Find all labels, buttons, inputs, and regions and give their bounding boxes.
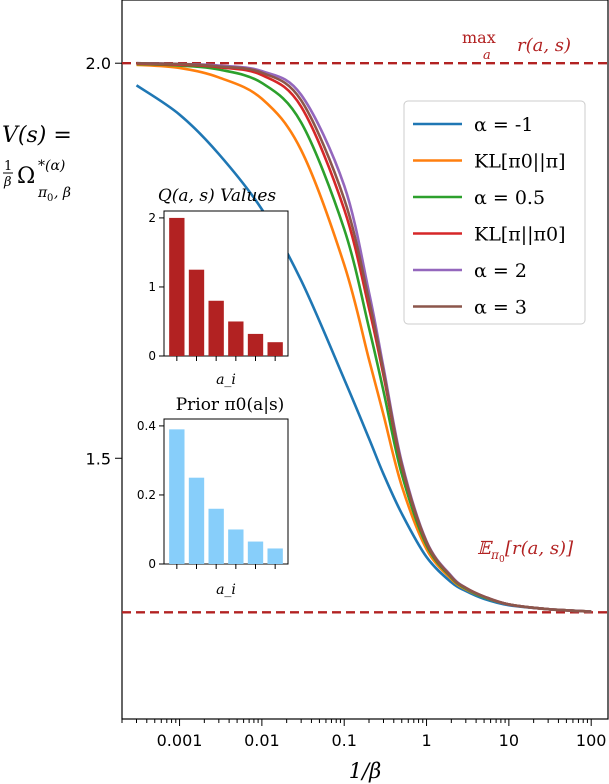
legend-label-4: α = 2	[474, 260, 527, 282]
q-inset-title: Q(a, s) Values	[158, 186, 277, 206]
y-axis-ticks: 2.0 1.5	[86, 54, 122, 468]
inset-bar-3	[228, 529, 244, 564]
inset-bar-0	[169, 217, 185, 356]
svg-text:, β: , β	[54, 185, 71, 201]
prior-inset-frame	[163, 418, 289, 565]
svg-text:a: a	[483, 48, 491, 63]
x-tick-label: 10	[499, 731, 519, 750]
y-axis-label-line1: V(s) =	[2, 123, 72, 148]
inset-bar-3	[228, 321, 244, 356]
svg-text:Ω: Ω	[17, 164, 35, 189]
inset-y-tick-label: 0.2	[137, 488, 156, 502]
y-tick-label: 1.5	[86, 449, 111, 468]
svg-text:π: π	[37, 185, 48, 201]
x-axis-label: 1/β	[349, 759, 382, 783]
svg-text:[r(a, s)]: [r(a, s)]	[505, 538, 574, 559]
main-plot-frame	[121, 0, 609, 720]
x-tick-label: 0.1	[331, 731, 356, 750]
svg-text:max: max	[462, 28, 496, 47]
legend-label-0: α = -1	[474, 114, 533, 136]
q-inset-xlabel: a_i	[216, 372, 236, 388]
inset-y-tick-label: 0	[148, 557, 156, 571]
prior-inset-xlabel: a_i	[216, 582, 236, 598]
svg-text:0: 0	[499, 555, 505, 565]
reference-lines	[122, 62, 608, 614]
inset-y-tick-label: 1	[148, 280, 156, 294]
svg-text:r(a, s): r(a, s)	[517, 35, 571, 56]
legend: α = -1 KL[π0||π] α = 0.5 KL[π||π0] α = 2 α = …	[403, 100, 586, 325]
expected-reward-annotation: 𝔼 π 0 [r(a, s)]	[477, 538, 574, 565]
inset-bar-2	[208, 300, 224, 356]
svg-text:1: 1	[4, 159, 12, 174]
inset-bar-1	[188, 269, 205, 356]
inset-bar-1	[188, 477, 205, 564]
inset-bar-4	[247, 333, 264, 356]
x-tick-label: 0.001	[157, 731, 203, 750]
inset-y-tick-label: 0	[148, 349, 156, 363]
legend-label-1: KL[π0||π]	[474, 151, 566, 173]
prior-inset-title: Prior π0(a|s)	[176, 395, 285, 415]
inset-y-tick-label: 2	[148, 211, 156, 225]
legend-label-5: α = 3	[474, 297, 527, 319]
series-line-5	[136, 61, 592, 613]
x-axis-ticks: 0.001 0.01 0.1 1 10 100	[121, 719, 607, 750]
svg-text:0: 0	[47, 193, 53, 204]
svg-text:β: β	[3, 175, 12, 190]
inset-y-tick-label: 0.4	[137, 419, 156, 433]
x-tick-label: 100	[576, 731, 607, 750]
inset-bar-0	[169, 429, 185, 564]
legend-label-2: α = 0.5	[474, 187, 545, 209]
inset-bar-2	[208, 508, 224, 564]
svg-text:π: π	[490, 548, 500, 562]
inset-bar-5	[267, 548, 283, 564]
y-tick-label: 2.0	[86, 54, 111, 73]
max-reward-annotation: max a r(a, s)	[462, 28, 571, 63]
q-values-inset: Q(a, s) Values 0 1 2 a_i	[148, 186, 289, 388]
legend-label-3: KL[π||π0]	[474, 224, 566, 246]
inset-bar-4	[247, 541, 264, 564]
svg-text:*(α): *(α)	[38, 158, 65, 174]
x-tick-label: 0.01	[244, 731, 280, 750]
inset-bar-5	[267, 342, 283, 356]
series-lines	[135, 61, 592, 613]
legend-box	[403, 100, 586, 325]
y-axis-label-formula: 1 β Ω *(α) π 0 , β	[3, 158, 71, 204]
svg-text:𝔼: 𝔼	[477, 538, 493, 559]
q-inset-frame	[163, 210, 289, 357]
x-tick-label: 1	[421, 731, 431, 750]
prior-inset: Prior π0(a|s) 0 0.2 0.4 a_i	[137, 395, 289, 598]
